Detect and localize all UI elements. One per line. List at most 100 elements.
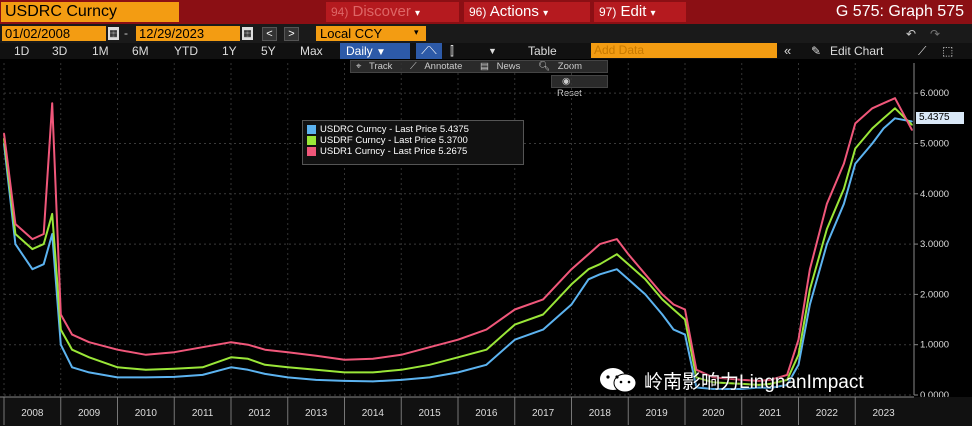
- data-point: [59, 343, 62, 346]
- x-tick-label: 2010: [135, 408, 158, 419]
- export-icon[interactable]: ⬚: [942, 44, 954, 58]
- next-period-button[interactable]: >: [284, 27, 299, 41]
- discover-menu[interactable]: 94) Discover ▾: [326, 2, 459, 22]
- frequency-select[interactable]: Daily ▼: [340, 43, 410, 59]
- line-chart[interactable]: 6.0000 5.0000 4.0000 3.0000 2.0000 1.0000 0.00…: [0, 59, 972, 426]
- data-point: [911, 129, 913, 131]
- reset-icon: ◉: [562, 76, 571, 87]
- data-point: [59, 313, 62, 316]
- chevron-down-icon: ▾: [543, 8, 549, 19]
- currency-select[interactable]: Local CCY: [316, 26, 426, 41]
- data-point: [513, 338, 516, 341]
- data-point: [894, 107, 896, 110]
- data-point: [894, 117, 896, 120]
- watermark-text: 岭南影响力LingnanImpact: [644, 371, 864, 393]
- edit-menu[interactable]: 97) Edit ▾: [594, 2, 686, 22]
- data-point: [343, 358, 346, 361]
- end-date-field[interactable]: 12/29/2023: [136, 26, 240, 41]
- x-tick-label: 2018: [589, 408, 612, 419]
- data-point: [400, 353, 403, 356]
- data-point: [627, 263, 630, 266]
- data-point: [587, 278, 590, 281]
- data-point: [230, 341, 232, 343]
- period-1m[interactable]: 1M: [92, 44, 109, 58]
- data-point: [31, 238, 34, 240]
- track-label: Track: [369, 61, 393, 72]
- edit-menu-label: Edit: [620, 3, 647, 20]
- actions-menu-number: 96): [469, 5, 487, 19]
- y-axis: 6.0000 5.0000 4.0000 3.0000 2.0000 1.0000 0.00…: [913, 63, 949, 401]
- data-point: [88, 371, 90, 374]
- chevron-down-icon[interactable]: ▼: [488, 46, 497, 56]
- calendar-icon[interactable]: ▦: [108, 27, 119, 40]
- prev-period-button[interactable]: <: [262, 27, 277, 41]
- calendar-icon[interactable]: ▦: [242, 27, 253, 40]
- chevron-down-icon: ▾: [415, 8, 421, 19]
- data-point: [542, 313, 544, 316]
- x-tick-label: 2011: [192, 408, 214, 419]
- data-point: [786, 374, 788, 376]
- data-point: [769, 379, 771, 381]
- chart-settings-icon[interactable]: ⟋: [918, 44, 927, 58]
- line-chart-icon[interactable]: ⟋⟍: [416, 43, 442, 59]
- data-point: [71, 333, 73, 336]
- period-5y[interactable]: 5Y: [261, 44, 276, 58]
- data-point: [644, 273, 647, 276]
- data-point: [661, 298, 664, 301]
- period-ytd[interactable]: YTD: [174, 44, 198, 58]
- data-point: [400, 379, 403, 381]
- data-point: [616, 238, 618, 240]
- add-data-input[interactable]: Add Data: [591, 43, 777, 58]
- period-max[interactable]: Max: [300, 44, 323, 58]
- discover-menu-label: Discover: [352, 3, 411, 20]
- collapse-icon[interactable]: «: [784, 43, 792, 58]
- data-point: [264, 373, 266, 375]
- bar-chart-icon[interactable]: ⫿: [450, 44, 454, 58]
- data-point: [485, 364, 488, 366]
- data-point: [627, 253, 630, 255]
- data-point: [14, 233, 17, 235]
- x-tick-label: 2008: [21, 408, 44, 419]
- table-button[interactable]: Table: [528, 44, 557, 58]
- news-tool[interactable]: ▤ News: [475, 61, 530, 72]
- data-point: [230, 366, 232, 369]
- data-point: [570, 283, 573, 286]
- data-point: [712, 388, 715, 390]
- data-point: [809, 288, 811, 291]
- date-separator: -: [124, 26, 128, 40]
- data-point: [145, 376, 147, 379]
- data-point: [315, 369, 317, 371]
- data-point: [695, 376, 698, 379]
- ticker-field[interactable]: USDRC Curncy: [1, 2, 179, 22]
- data-point: [31, 248, 34, 250]
- data-point: [286, 376, 289, 379]
- start-date-field[interactable]: 01/02/2008: [2, 26, 106, 41]
- track-tool[interactable]: ⌖ Track: [351, 61, 402, 72]
- data-point: [42, 263, 45, 266]
- data-point: [88, 341, 90, 343]
- chevron-down-icon: ▼: [376, 47, 386, 58]
- data-point: [809, 303, 811, 306]
- zoom-tool[interactable]: 🔍︎ Zoom: [533, 61, 592, 72]
- period-6m[interactable]: 6M: [132, 44, 149, 58]
- period-1y[interactable]: 1Y: [222, 44, 237, 58]
- period-3d[interactable]: 3D: [52, 44, 68, 58]
- chevron-down-icon: ▾: [650, 8, 656, 19]
- actions-menu[interactable]: 96) Actions ▾: [464, 2, 590, 22]
- period-1d[interactable]: 1D: [14, 44, 30, 58]
- undo-icon[interactable]: ↶: [906, 27, 917, 41]
- annotate-tool[interactable]: ⟋ Annotate: [405, 61, 472, 72]
- chart-legend: USDRC Curncy - Last Price 5.4375 USDRF C…: [302, 120, 524, 165]
- data-point: [428, 376, 431, 379]
- data-point: [854, 162, 857, 165]
- edit-chart-button[interactable]: Edit Chart: [830, 44, 884, 58]
- data-point: [173, 376, 176, 378]
- data-point: [201, 366, 204, 369]
- y-tick-label: 1.0000: [920, 340, 949, 351]
- x-tick-label: 2009: [78, 408, 101, 419]
- data-point: [145, 353, 147, 356]
- redo-icon[interactable]: ↷: [930, 27, 941, 41]
- data-point: [661, 313, 664, 316]
- data-point: [882, 127, 885, 130]
- x-axis-band: [0, 397, 972, 426]
